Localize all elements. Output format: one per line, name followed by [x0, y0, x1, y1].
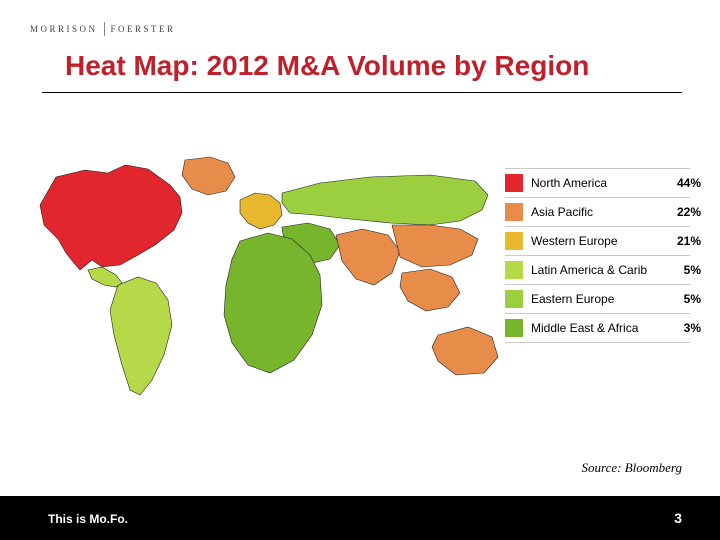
- region-east-asia: [392, 225, 478, 267]
- legend-label: Western Europe: [531, 234, 665, 248]
- legend-label: North America: [531, 176, 665, 190]
- legend-swatch: [505, 174, 523, 192]
- region-se-asia: [400, 269, 460, 311]
- region-greenland: [182, 157, 235, 195]
- region-africa: [224, 233, 322, 373]
- region-south-america: [110, 277, 172, 395]
- legend-label: Asia Pacific: [531, 205, 665, 219]
- logo-right: FOERSTER: [111, 24, 176, 34]
- world-heatmap: [30, 155, 500, 415]
- brand-logo: MORRISON FOERSTER: [30, 22, 176, 36]
- legend-value: 5%: [665, 263, 705, 277]
- legend-row: Eastern Europe5%: [505, 285, 705, 313]
- source-citation: Source: Bloomberg: [582, 460, 682, 476]
- region-australia: [432, 327, 498, 375]
- region-south-asia: [336, 229, 400, 285]
- legend-label: Middle East & Africa: [531, 321, 665, 335]
- legend-value: 44%: [665, 176, 705, 190]
- slide: { "logo": { "left": "MORRISON", "right":…: [0, 0, 720, 540]
- legend-swatch: [505, 203, 523, 221]
- legend-swatch: [505, 319, 523, 337]
- logo-left: MORRISON: [30, 24, 98, 34]
- title-underline: [42, 92, 682, 93]
- legend-label: Eastern Europe: [531, 292, 665, 306]
- legend-value: 3%: [665, 321, 705, 335]
- legend-row: Western Europe21%: [505, 227, 705, 255]
- map-svg: [30, 155, 500, 415]
- region-north-america: [40, 165, 182, 270]
- legend-row: North America44%: [505, 169, 705, 197]
- legend-row: Asia Pacific22%: [505, 198, 705, 226]
- region-eastern-europe-russia: [282, 175, 488, 225]
- legend-label: Latin America & Carib: [531, 263, 665, 277]
- page-number: 3: [674, 510, 682, 526]
- page-title: Heat Map: 2012 M&A Volume by Region: [65, 50, 589, 82]
- logo-divider: [104, 22, 105, 36]
- region-western-europe: [240, 193, 282, 229]
- legend-swatch: [505, 290, 523, 308]
- legend-swatch: [505, 232, 523, 250]
- legend-value: 22%: [665, 205, 705, 219]
- legend-rule: [505, 342, 690, 343]
- legend-value: 5%: [665, 292, 705, 306]
- legend-value: 21%: [665, 234, 705, 248]
- legend-swatch: [505, 261, 523, 279]
- legend: North America44%Asia Pacific22%Western E…: [505, 168, 705, 343]
- region-central-america: [88, 267, 122, 287]
- legend-row: Latin America & Carib5%: [505, 256, 705, 284]
- legend-row: Middle East & Africa3%: [505, 314, 705, 342]
- footer-tag: This is Mo.Fo.: [48, 512, 128, 526]
